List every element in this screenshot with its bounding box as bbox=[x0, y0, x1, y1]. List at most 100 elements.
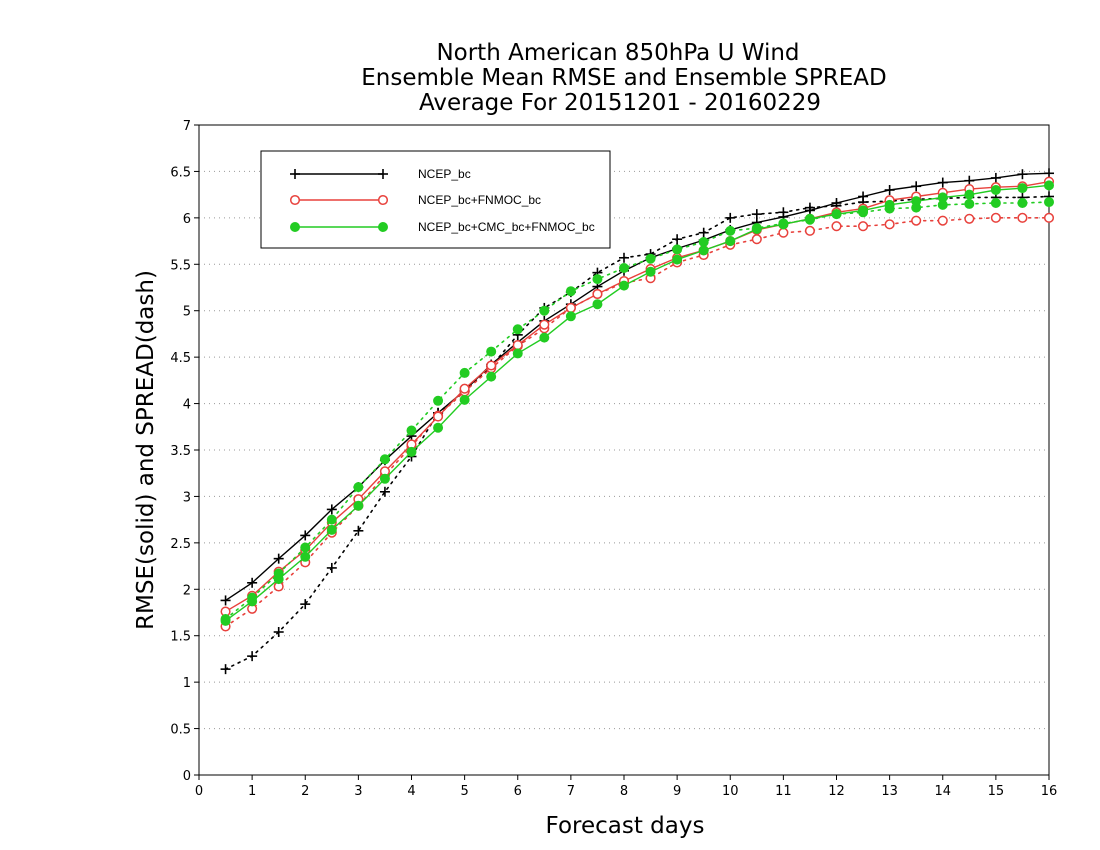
series-2-spread-point-30 bbox=[1017, 198, 1028, 208]
y-tick-label-9: 4.5 bbox=[170, 351, 191, 366]
series-2-rmse-point-27 bbox=[937, 192, 948, 203]
legend-marker-left-1 bbox=[289, 194, 301, 206]
series-1-spread-point-27 bbox=[937, 215, 948, 226]
series-0-spread-point-3 bbox=[300, 599, 311, 610]
series-0-spread-point-17 bbox=[672, 234, 683, 245]
series-1-spread-point-30 bbox=[1017, 212, 1028, 223]
y-tick-label-13: 6.5 bbox=[170, 165, 191, 180]
x-tick-label-4: 4 bbox=[407, 784, 415, 799]
series-0-rmse-point-1 bbox=[247, 577, 258, 588]
series-2-rmse-point-19 bbox=[725, 236, 736, 247]
chart-title-line-1: North American 850hPa U Wind bbox=[436, 40, 799, 66]
series-2-rmse-point-4 bbox=[326, 524, 337, 535]
series-2 bbox=[220, 180, 1054, 626]
series-0-spread-point-6 bbox=[379, 486, 390, 497]
series-1-spread-point-29 bbox=[990, 212, 1001, 223]
series-2-spread-point-29 bbox=[990, 198, 1001, 208]
y-tick-label-14: 7 bbox=[183, 119, 191, 134]
series-2-spread-point-14 bbox=[592, 274, 603, 285]
series-2-spread-point-9 bbox=[459, 367, 470, 378]
y-tick-label-6: 3 bbox=[183, 490, 191, 505]
x-tick-label-14: 14 bbox=[934, 784, 951, 799]
series-1-spread-point-28 bbox=[964, 213, 975, 224]
series-2-rmse-point-0 bbox=[220, 615, 231, 626]
series-2-rmse-point-16 bbox=[645, 266, 656, 277]
series-2-spread-point-15 bbox=[619, 263, 629, 273]
series-0-rmse-point-26 bbox=[911, 181, 922, 192]
series-2-rmse-point-2 bbox=[273, 574, 284, 585]
series-2-rmse-point-21 bbox=[778, 219, 789, 230]
series-2-rmse-point-9 bbox=[459, 394, 470, 405]
series-2-rmse-point-31 bbox=[1044, 180, 1054, 191]
legend-marker-left-0 bbox=[290, 169, 300, 179]
legend-label-2: NCEP_bc+CMC_bc+FNMOC_bc bbox=[418, 220, 595, 234]
series-0-rmse-point-3 bbox=[300, 530, 311, 541]
series-1-spread-point-26 bbox=[911, 215, 922, 226]
series-1-spread-point-22 bbox=[804, 225, 815, 236]
legend-marker-right-0 bbox=[378, 169, 388, 179]
series-0-rmse-point-30 bbox=[1017, 169, 1028, 180]
series-2-rmse-point-25 bbox=[884, 199, 895, 210]
series-0-spread-point-15 bbox=[619, 252, 629, 263]
series-1-rmse-point-10 bbox=[486, 360, 497, 371]
series-2-rmse-point-29 bbox=[990, 185, 1001, 195]
y-tick-label-8: 4 bbox=[183, 398, 191, 413]
x-tick-label-6: 6 bbox=[514, 784, 522, 799]
series-0-spread-point-1 bbox=[247, 651, 258, 662]
series-2-rmse-point-30 bbox=[1017, 183, 1028, 194]
y-tick-label-2: 1 bbox=[183, 676, 191, 691]
series-2-rmse-point-14 bbox=[592, 299, 603, 310]
series-2-spread-point-12 bbox=[539, 305, 550, 316]
series-0-spread-point-20 bbox=[751, 209, 762, 220]
series-0-spread-point-0 bbox=[220, 664, 231, 675]
x-tick-label-7: 7 bbox=[567, 784, 575, 799]
legend-label-1: NCEP_bc+FNMOC_bc bbox=[418, 193, 541, 207]
x-tick-label-2: 2 bbox=[301, 784, 309, 799]
y-axis-ticks: 0 0.5 1 1.5 2 2.5 3 3.5 4 4.5 5 5.5 6 6.5 7 bbox=[170, 119, 199, 784]
series-2-spread-point-3 bbox=[300, 542, 311, 553]
legend-marker-right-1 bbox=[377, 194, 389, 206]
series-1-rmse-point-14 bbox=[592, 288, 603, 300]
series-layer bbox=[220, 168, 1055, 675]
series-1-rmse-point-12 bbox=[539, 319, 550, 330]
x-tick-label-15: 15 bbox=[988, 784, 1005, 799]
chart-title-line-2: Ensemble Mean RMSE and Ensemble SPREAD bbox=[361, 65, 886, 91]
y-axis-title: RMSE(solid) and SPREAD(dash) bbox=[133, 270, 159, 630]
series-2-rmse-point-13 bbox=[565, 311, 576, 322]
series-1-spread-point-25 bbox=[884, 219, 895, 230]
series-2-spread-point-19 bbox=[725, 225, 736, 236]
y-tick-label-10: 5 bbox=[183, 305, 191, 320]
legend-marker-left-2 bbox=[290, 222, 300, 232]
series-2-spread-point-16 bbox=[645, 253, 656, 264]
series-2-rmse-point-6 bbox=[379, 473, 390, 484]
series-2-spread-point-31 bbox=[1044, 197, 1054, 208]
series-2-rmse-point-17 bbox=[672, 254, 683, 265]
y-tick-label-7: 3.5 bbox=[170, 444, 191, 459]
x-axis-ticks: 0 1 2 3 4 5 6 7 8 9 10 11 12 13 14 15 16 bbox=[195, 775, 1057, 799]
series-0-rmse-point-4 bbox=[326, 504, 337, 515]
series-2-rmse-point-26 bbox=[911, 196, 922, 207]
x-tick-label-9: 9 bbox=[673, 784, 681, 799]
series-2-rmse-point-5 bbox=[353, 500, 364, 511]
series-0-spread-point-5 bbox=[353, 525, 364, 536]
series-2-spread-point-13 bbox=[565, 286, 576, 297]
x-tick-label-8: 8 bbox=[620, 784, 628, 799]
y-tick-label-1: 0.5 bbox=[170, 723, 191, 738]
legend-marker-right-2 bbox=[378, 222, 388, 232]
series-1-spread-point-24 bbox=[858, 221, 869, 232]
y-tick-label-4: 2 bbox=[183, 583, 191, 598]
series-2-spread-point-11 bbox=[512, 324, 523, 335]
series-1-spread-point-21 bbox=[778, 227, 789, 238]
x-tick-label-12: 12 bbox=[828, 784, 845, 799]
series-1-spread-point-23 bbox=[831, 221, 842, 232]
x-tick-label-11: 11 bbox=[775, 784, 792, 799]
x-tick-label-0: 0 bbox=[195, 784, 203, 799]
series-2-rmse-point-18 bbox=[698, 245, 709, 256]
y-tick-label-5: 2.5 bbox=[170, 537, 191, 552]
series-2-rmse-point-10 bbox=[486, 371, 497, 382]
series-2-rmse-point-12 bbox=[539, 332, 550, 343]
x-tick-label-5: 5 bbox=[460, 784, 468, 799]
series-2-rmse-point-20 bbox=[751, 224, 762, 234]
series-0-spread-line bbox=[224, 195, 1050, 670]
